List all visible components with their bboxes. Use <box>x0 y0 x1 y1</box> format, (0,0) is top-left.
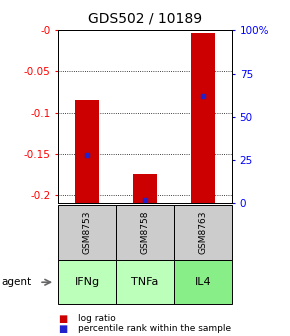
Text: percentile rank within the sample: percentile rank within the sample <box>78 324 231 333</box>
Bar <box>191 33 215 203</box>
Text: GSM8753: GSM8753 <box>82 211 92 254</box>
Text: ■: ■ <box>58 324 67 334</box>
Text: IL4: IL4 <box>195 277 211 287</box>
Text: GDS502 / 10189: GDS502 / 10189 <box>88 12 202 26</box>
Text: agent: agent <box>1 277 32 287</box>
Bar <box>133 174 157 203</box>
Text: GSM8758: GSM8758 <box>140 211 150 254</box>
Bar <box>75 100 99 203</box>
Text: IFNg: IFNg <box>75 277 99 287</box>
Text: GSM8763: GSM8763 <box>198 211 208 254</box>
Text: log ratio: log ratio <box>78 314 116 323</box>
Text: ■: ■ <box>58 313 67 324</box>
Text: TNFa: TNFa <box>131 277 159 287</box>
